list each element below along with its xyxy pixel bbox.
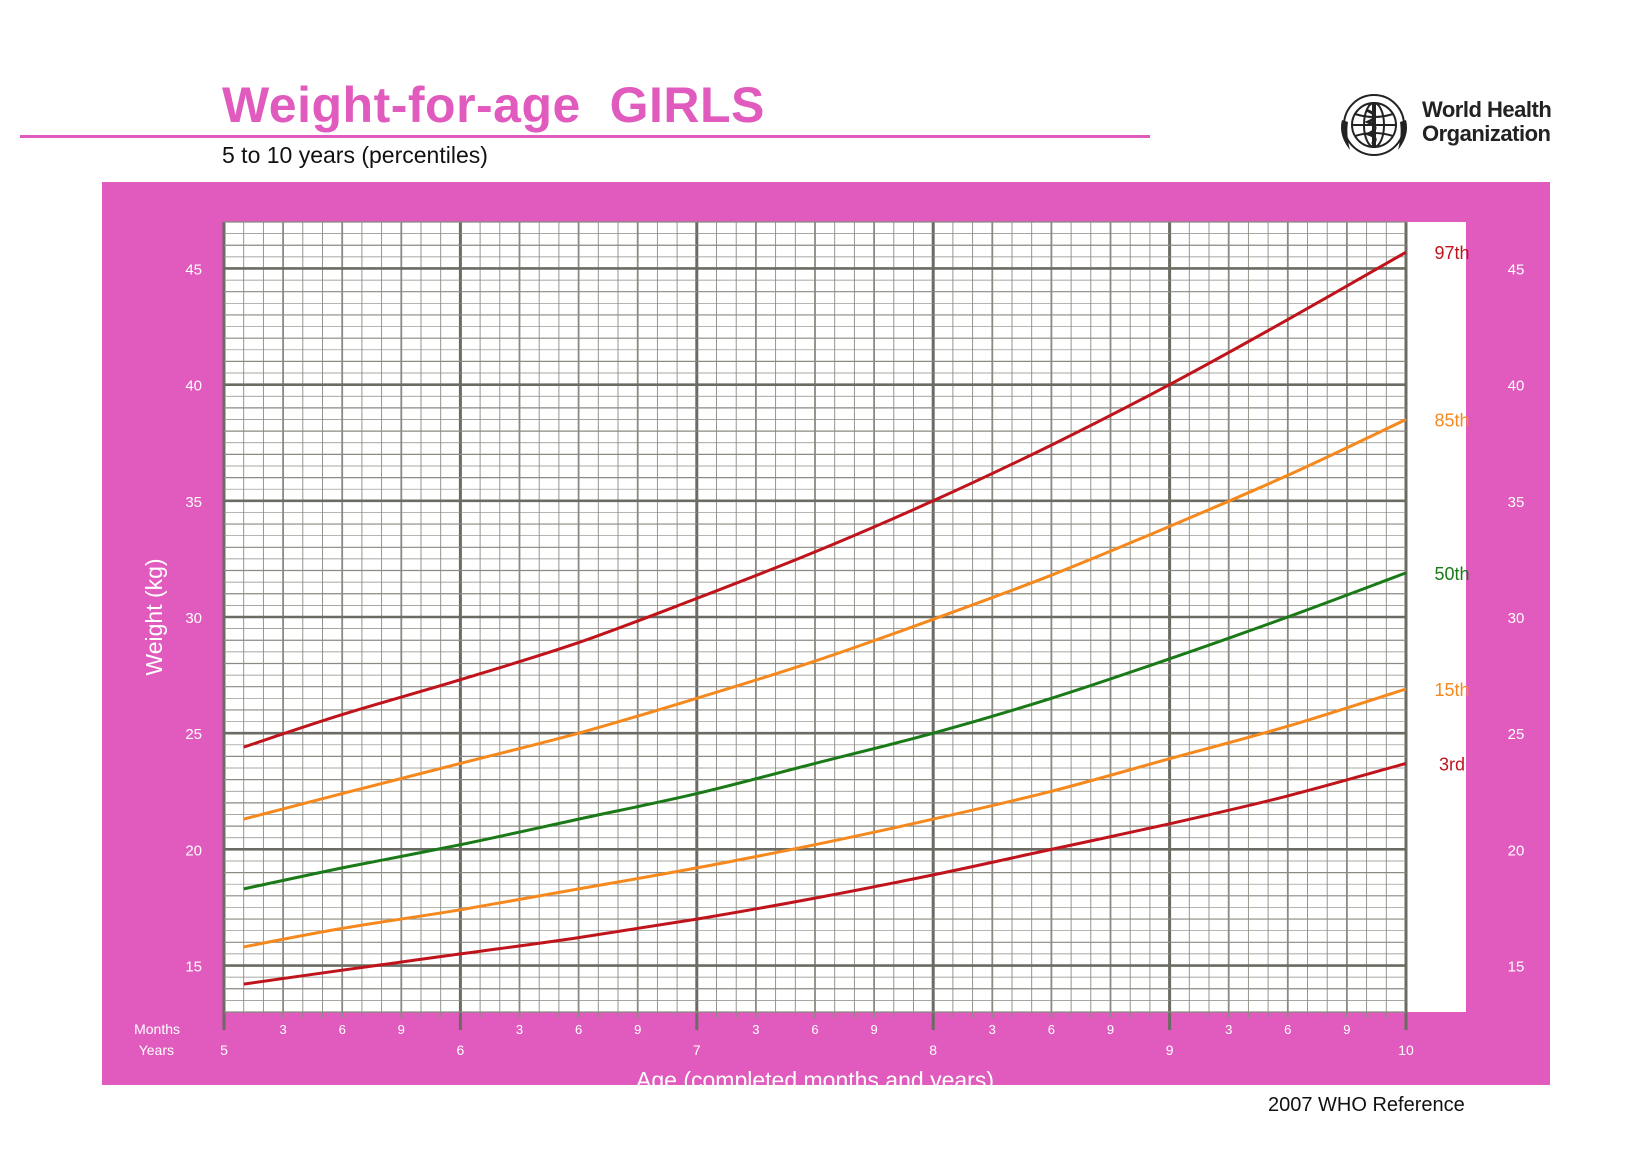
reference-footer: 2007 WHO Reference: [1268, 1094, 1465, 1116]
series-line-3rd: [243, 761, 1407, 986]
x-tick-year: 9: [1166, 1042, 1174, 1058]
page-subtitle: 5 to 10 years (percentiles): [222, 142, 488, 168]
years-row-label: Years: [139, 1042, 174, 1058]
y-tick-label-left: 45: [185, 261, 202, 278]
series-label-97th: 97th: [1434, 243, 1469, 263]
page-title: Weight-for-age GIRLS: [222, 77, 765, 133]
y-tick-label-left: 35: [185, 494, 202, 511]
series-label-50th: 50th: [1434, 564, 1469, 584]
y-tick-label-left: 25: [185, 726, 202, 743]
x-tick-month: 9: [634, 1022, 641, 1037]
y-axis-label: Weight (kg): [141, 558, 167, 675]
x-tick-month: 3: [989, 1022, 996, 1037]
months-row-label: Months: [134, 1021, 180, 1037]
x-tick-month: 6: [1048, 1022, 1055, 1037]
x-tick-month: 6: [339, 1022, 346, 1037]
y-tick-label-right: 20: [1508, 842, 1525, 859]
x-tick-month: 3: [516, 1022, 523, 1037]
x-tick-month: 3: [279, 1022, 286, 1037]
x-tick-year: 7: [693, 1042, 701, 1058]
series-line-15th: [243, 687, 1407, 949]
series-label-3rd: 3rd: [1439, 754, 1465, 774]
x-tick-month: 9: [1107, 1022, 1114, 1037]
who-emblem-icon: [1341, 94, 1407, 156]
x-tick-month: 9: [398, 1022, 405, 1037]
y-tick-label-left: 40: [185, 378, 202, 395]
x-tick-month: 9: [1343, 1022, 1350, 1037]
who-logo: World Health Organization: [1336, 90, 1576, 160]
x-tick-month: 6: [575, 1022, 582, 1037]
logo-text-line1: World Health: [1422, 97, 1552, 122]
series-line-97th: [243, 250, 1407, 749]
chart-panel: 15 15 20 20 25 25 30 30 35 35 40 40 45 45 Months Years 5…: [102, 182, 1550, 1085]
x-tick-month: 3: [752, 1022, 759, 1037]
series-label-15th: 15th: [1434, 680, 1469, 700]
y-tick-label-left: 20: [185, 842, 202, 859]
y-tick-label-right: 25: [1508, 726, 1525, 743]
x-tick-month: 6: [1284, 1022, 1291, 1037]
y-tick-label-left: 30: [185, 610, 202, 627]
x-tick-month: 6: [811, 1022, 818, 1037]
y-tick-label-right: 15: [1508, 959, 1525, 976]
series-line-85th: [243, 418, 1407, 821]
y-tick-label-right: 30: [1508, 610, 1525, 627]
x-tick-year: 10: [1398, 1042, 1414, 1058]
who-logo-text: World Health Organization: [1422, 97, 1552, 146]
x-tick-year: 8: [929, 1042, 937, 1058]
y-tick-label-right: 45: [1508, 261, 1525, 278]
series-line-50th: [243, 571, 1407, 891]
title-divider: [20, 135, 1150, 138]
logo-text-line2: Organization: [1422, 121, 1551, 146]
x-tick-month: 9: [870, 1022, 877, 1037]
x-tick-month: 3: [1225, 1022, 1232, 1037]
y-tick-label-right: 35: [1508, 494, 1525, 511]
y-tick-label-right: 40: [1508, 378, 1525, 395]
series-label-85th: 85th: [1434, 411, 1469, 431]
x-tick-year: 6: [457, 1042, 465, 1058]
x-axis-label: Age (completed months and years): [636, 1067, 994, 1085]
x-tick-year: 5: [220, 1042, 228, 1058]
y-tick-label-left: 15: [185, 959, 202, 976]
